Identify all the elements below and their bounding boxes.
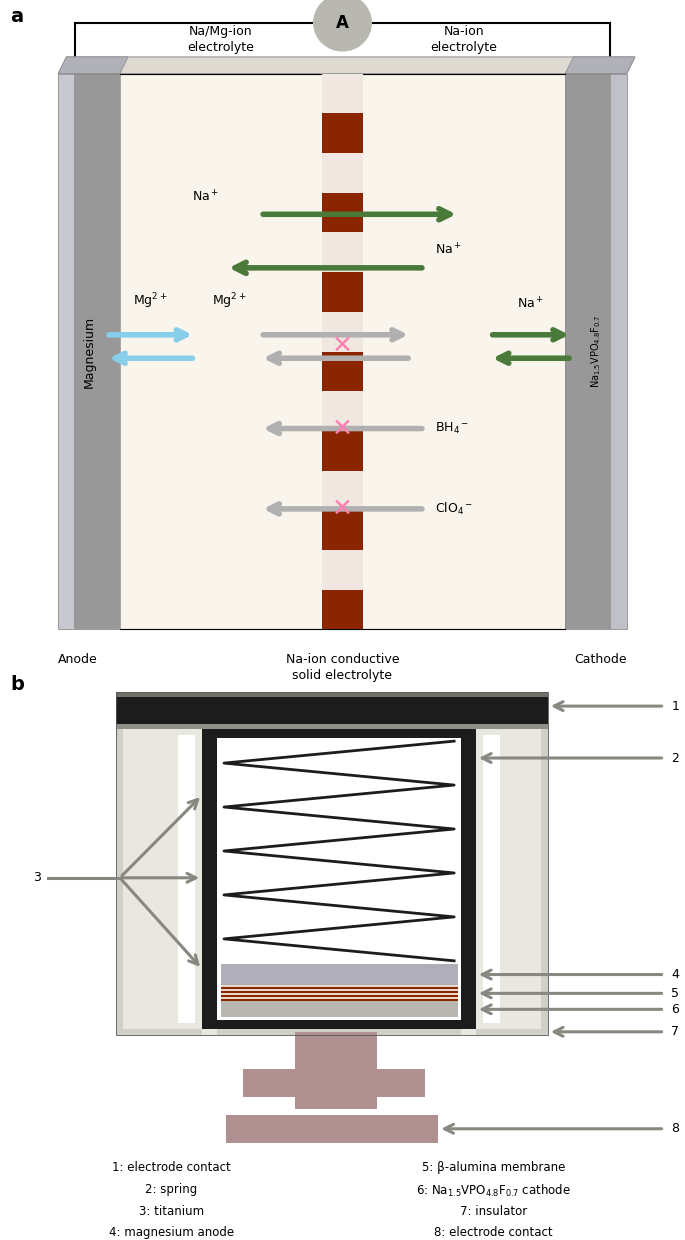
Bar (483, 735, 500, 1023)
Bar (322, 590, 363, 630)
Bar (461, 1029, 476, 1034)
Text: a: a (10, 6, 23, 26)
Bar (202, 729, 476, 738)
Bar (476, 729, 541, 1029)
Bar (322, 471, 363, 511)
Text: 1: 1 (671, 699, 679, 713)
Polygon shape (565, 57, 635, 73)
Bar (116, 692, 548, 1034)
Text: 2: spring: 2: spring (145, 1183, 197, 1195)
Bar (565, 73, 627, 630)
Bar (322, 352, 363, 392)
Text: Anode: Anode (58, 652, 98, 666)
Bar (221, 997, 458, 999)
Bar (322, 153, 363, 192)
Bar (322, 311, 363, 352)
Text: ✕: ✕ (332, 334, 353, 357)
Text: 5: β-alumina membrane: 5: β-alumina membrane (421, 1162, 565, 1174)
Bar (476, 1029, 541, 1034)
Text: 5: 5 (671, 987, 680, 999)
Bar (116, 692, 548, 724)
Bar (322, 511, 363, 551)
Bar (221, 991, 458, 993)
Bar (322, 551, 363, 590)
Bar (123, 729, 202, 1029)
Bar (178, 735, 195, 1023)
Text: ✕: ✕ (332, 417, 353, 440)
Text: Na-ion
electrolyte: Na-ion electrolyte (431, 25, 497, 53)
Text: Na$^+$: Na$^+$ (192, 188, 219, 205)
Text: 7: insulator: 7: insulator (460, 1204, 527, 1218)
Bar (322, 73, 363, 113)
Bar (58, 73, 627, 630)
Text: 8: electrode contact: 8: electrode contact (434, 1226, 553, 1239)
Bar (221, 963, 458, 986)
Text: 7: 7 (671, 1025, 680, 1038)
Bar (612, 73, 627, 630)
Bar (322, 432, 363, 471)
Bar (221, 990, 458, 991)
Text: ClO$_4$$^-$: ClO$_4$$^-$ (435, 501, 473, 517)
Bar (243, 1069, 425, 1097)
Bar (322, 232, 363, 272)
Bar (461, 729, 476, 1029)
Polygon shape (58, 57, 635, 73)
Bar (221, 993, 458, 996)
Polygon shape (58, 57, 128, 73)
Text: Mg$^{2+}$: Mg$^{2+}$ (134, 291, 168, 311)
Text: b: b (10, 676, 24, 694)
Bar (221, 996, 458, 997)
Text: 3: titanium: 3: titanium (138, 1204, 204, 1218)
Bar (322, 113, 363, 153)
Bar (322, 272, 363, 311)
Text: BH$_4$$^-$: BH$_4$$^-$ (435, 422, 469, 436)
Text: Mg$^{2+}$: Mg$^{2+}$ (212, 291, 247, 311)
Text: 2: 2 (671, 751, 679, 765)
Text: 4: 4 (671, 968, 679, 981)
Text: 8: 8 (671, 1122, 680, 1136)
Circle shape (314, 0, 371, 51)
Text: Na$_{1.5}$VPO$_{4.8}$F$_{0.7}$: Na$_{1.5}$VPO$_{4.8}$F$_{0.7}$ (589, 315, 603, 388)
Bar (221, 999, 458, 1002)
Text: 1: electrode contact: 1: electrode contact (112, 1162, 231, 1174)
Bar (58, 73, 120, 630)
Bar (295, 1032, 377, 1109)
Bar (221, 986, 458, 987)
Bar (58, 73, 73, 630)
Bar (116, 724, 548, 729)
Bar (565, 73, 611, 630)
Bar (74, 73, 120, 630)
Text: Na$^+$: Na$^+$ (435, 243, 462, 258)
Text: Na/Mg-ion
electrolyte: Na/Mg-ion electrolyte (188, 25, 254, 53)
Bar (322, 192, 363, 232)
Text: Na-ion conductive
solid electrolyte: Na-ion conductive solid electrolyte (286, 652, 399, 682)
Text: A: A (336, 14, 349, 32)
Bar (322, 392, 363, 432)
Bar (202, 1021, 476, 1029)
Text: Cathode: Cathode (574, 652, 627, 666)
Bar (226, 1115, 438, 1143)
Text: Na$^+$: Na$^+$ (517, 296, 545, 311)
Bar (116, 692, 548, 697)
Bar (221, 987, 458, 990)
Text: Magnesium: Magnesium (83, 315, 95, 388)
Text: 4: magnesium anode: 4: magnesium anode (109, 1226, 234, 1239)
Bar (202, 1029, 217, 1034)
Bar (116, 692, 548, 1034)
Text: 6: 6 (671, 1003, 679, 1016)
Text: 3: 3 (34, 872, 41, 884)
Bar (123, 1029, 202, 1034)
Bar (217, 738, 461, 1021)
Bar (202, 729, 217, 1029)
Bar (221, 1002, 458, 1017)
Text: 6: Na$_{1.5}$VPO$_{4.8}$F$_{0.7}$ cathode: 6: Na$_{1.5}$VPO$_{4.8}$F$_{0.7}$ cathod… (416, 1183, 571, 1199)
Text: ✕: ✕ (332, 497, 353, 521)
